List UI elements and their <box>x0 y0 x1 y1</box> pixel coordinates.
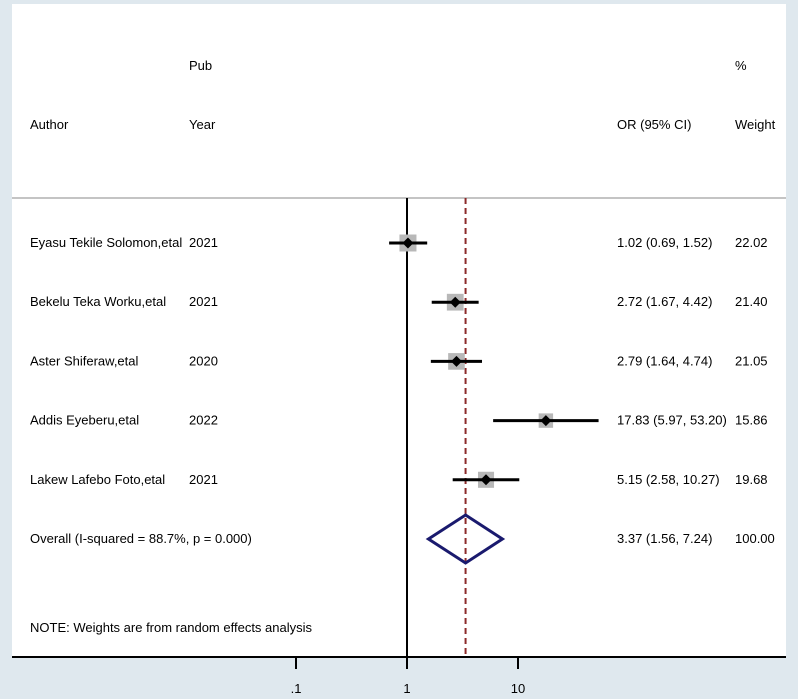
study-or-ci: 1.02 (0.69, 1.52) <box>617 235 712 250</box>
study-weight: 15.86 <box>735 413 768 428</box>
study-or-ci: 2.72 (1.67, 4.42) <box>617 294 712 309</box>
study-weight: 21.40 <box>735 294 768 309</box>
study-point-estimate <box>402 237 414 249</box>
header-pub-year: Year <box>189 117 216 132</box>
header-author: Author <box>30 117 69 132</box>
study-point-estimate <box>480 474 492 486</box>
overall-weight: 100.00 <box>735 531 775 546</box>
study-author: Bekelu Teka Worku,etal <box>30 294 166 309</box>
study-year: 2021 <box>189 472 218 487</box>
header-weight-top: % <box>735 58 747 73</box>
x-axis: .1 1 10 <box>12 656 786 696</box>
study-weight: 22.02 <box>735 235 768 250</box>
study-year: 2021 <box>189 294 218 309</box>
overall-label: Overall (I-squared = 88.7%, p = 0.000) <box>30 531 252 546</box>
header-or-ci: OR (95% CI) <box>617 117 691 132</box>
study-or-ci: 17.83 (5.97, 53.20) <box>617 413 727 428</box>
header-weight: Weight <box>735 117 776 132</box>
study-point-estimate <box>540 415 552 427</box>
header-pub-top: Pub <box>189 58 212 73</box>
study-weight: 21.05 <box>735 353 768 368</box>
study-year: 2022 <box>189 413 218 428</box>
study-or-ci: 2.79 (1.64, 4.74) <box>617 353 712 368</box>
x-tick-label: .1 <box>291 681 302 696</box>
study-year: 2020 <box>189 353 218 368</box>
footnote: NOTE: Weights are from random effects an… <box>30 620 313 635</box>
x-tick-label: 10 <box>511 681 525 696</box>
study-rows: Eyasu Tekile Solomon,etal 2021 1.02 (0.69,… <box>30 198 775 657</box>
study-author: Lakew Lafebo Foto,etal <box>30 472 165 487</box>
study-author: Addis Eyeberu,etal <box>30 413 139 428</box>
study-or-ci: 5.15 (2.58, 10.27) <box>617 472 720 487</box>
plot-background <box>12 4 786 657</box>
study-author: Aster Shiferaw,etal <box>30 353 138 368</box>
study-weight: 19.68 <box>735 472 768 487</box>
x-tick-label: 1 <box>403 681 410 696</box>
study-point-estimate <box>449 296 461 308</box>
study-year: 2021 <box>189 235 218 250</box>
study-author: Eyasu Tekile Solomon,etal <box>30 235 182 250</box>
overall-diamond <box>425 513 506 565</box>
study-point-estimate <box>450 355 462 367</box>
overall-or-ci: 3.37 (1.56, 7.24) <box>617 531 712 546</box>
